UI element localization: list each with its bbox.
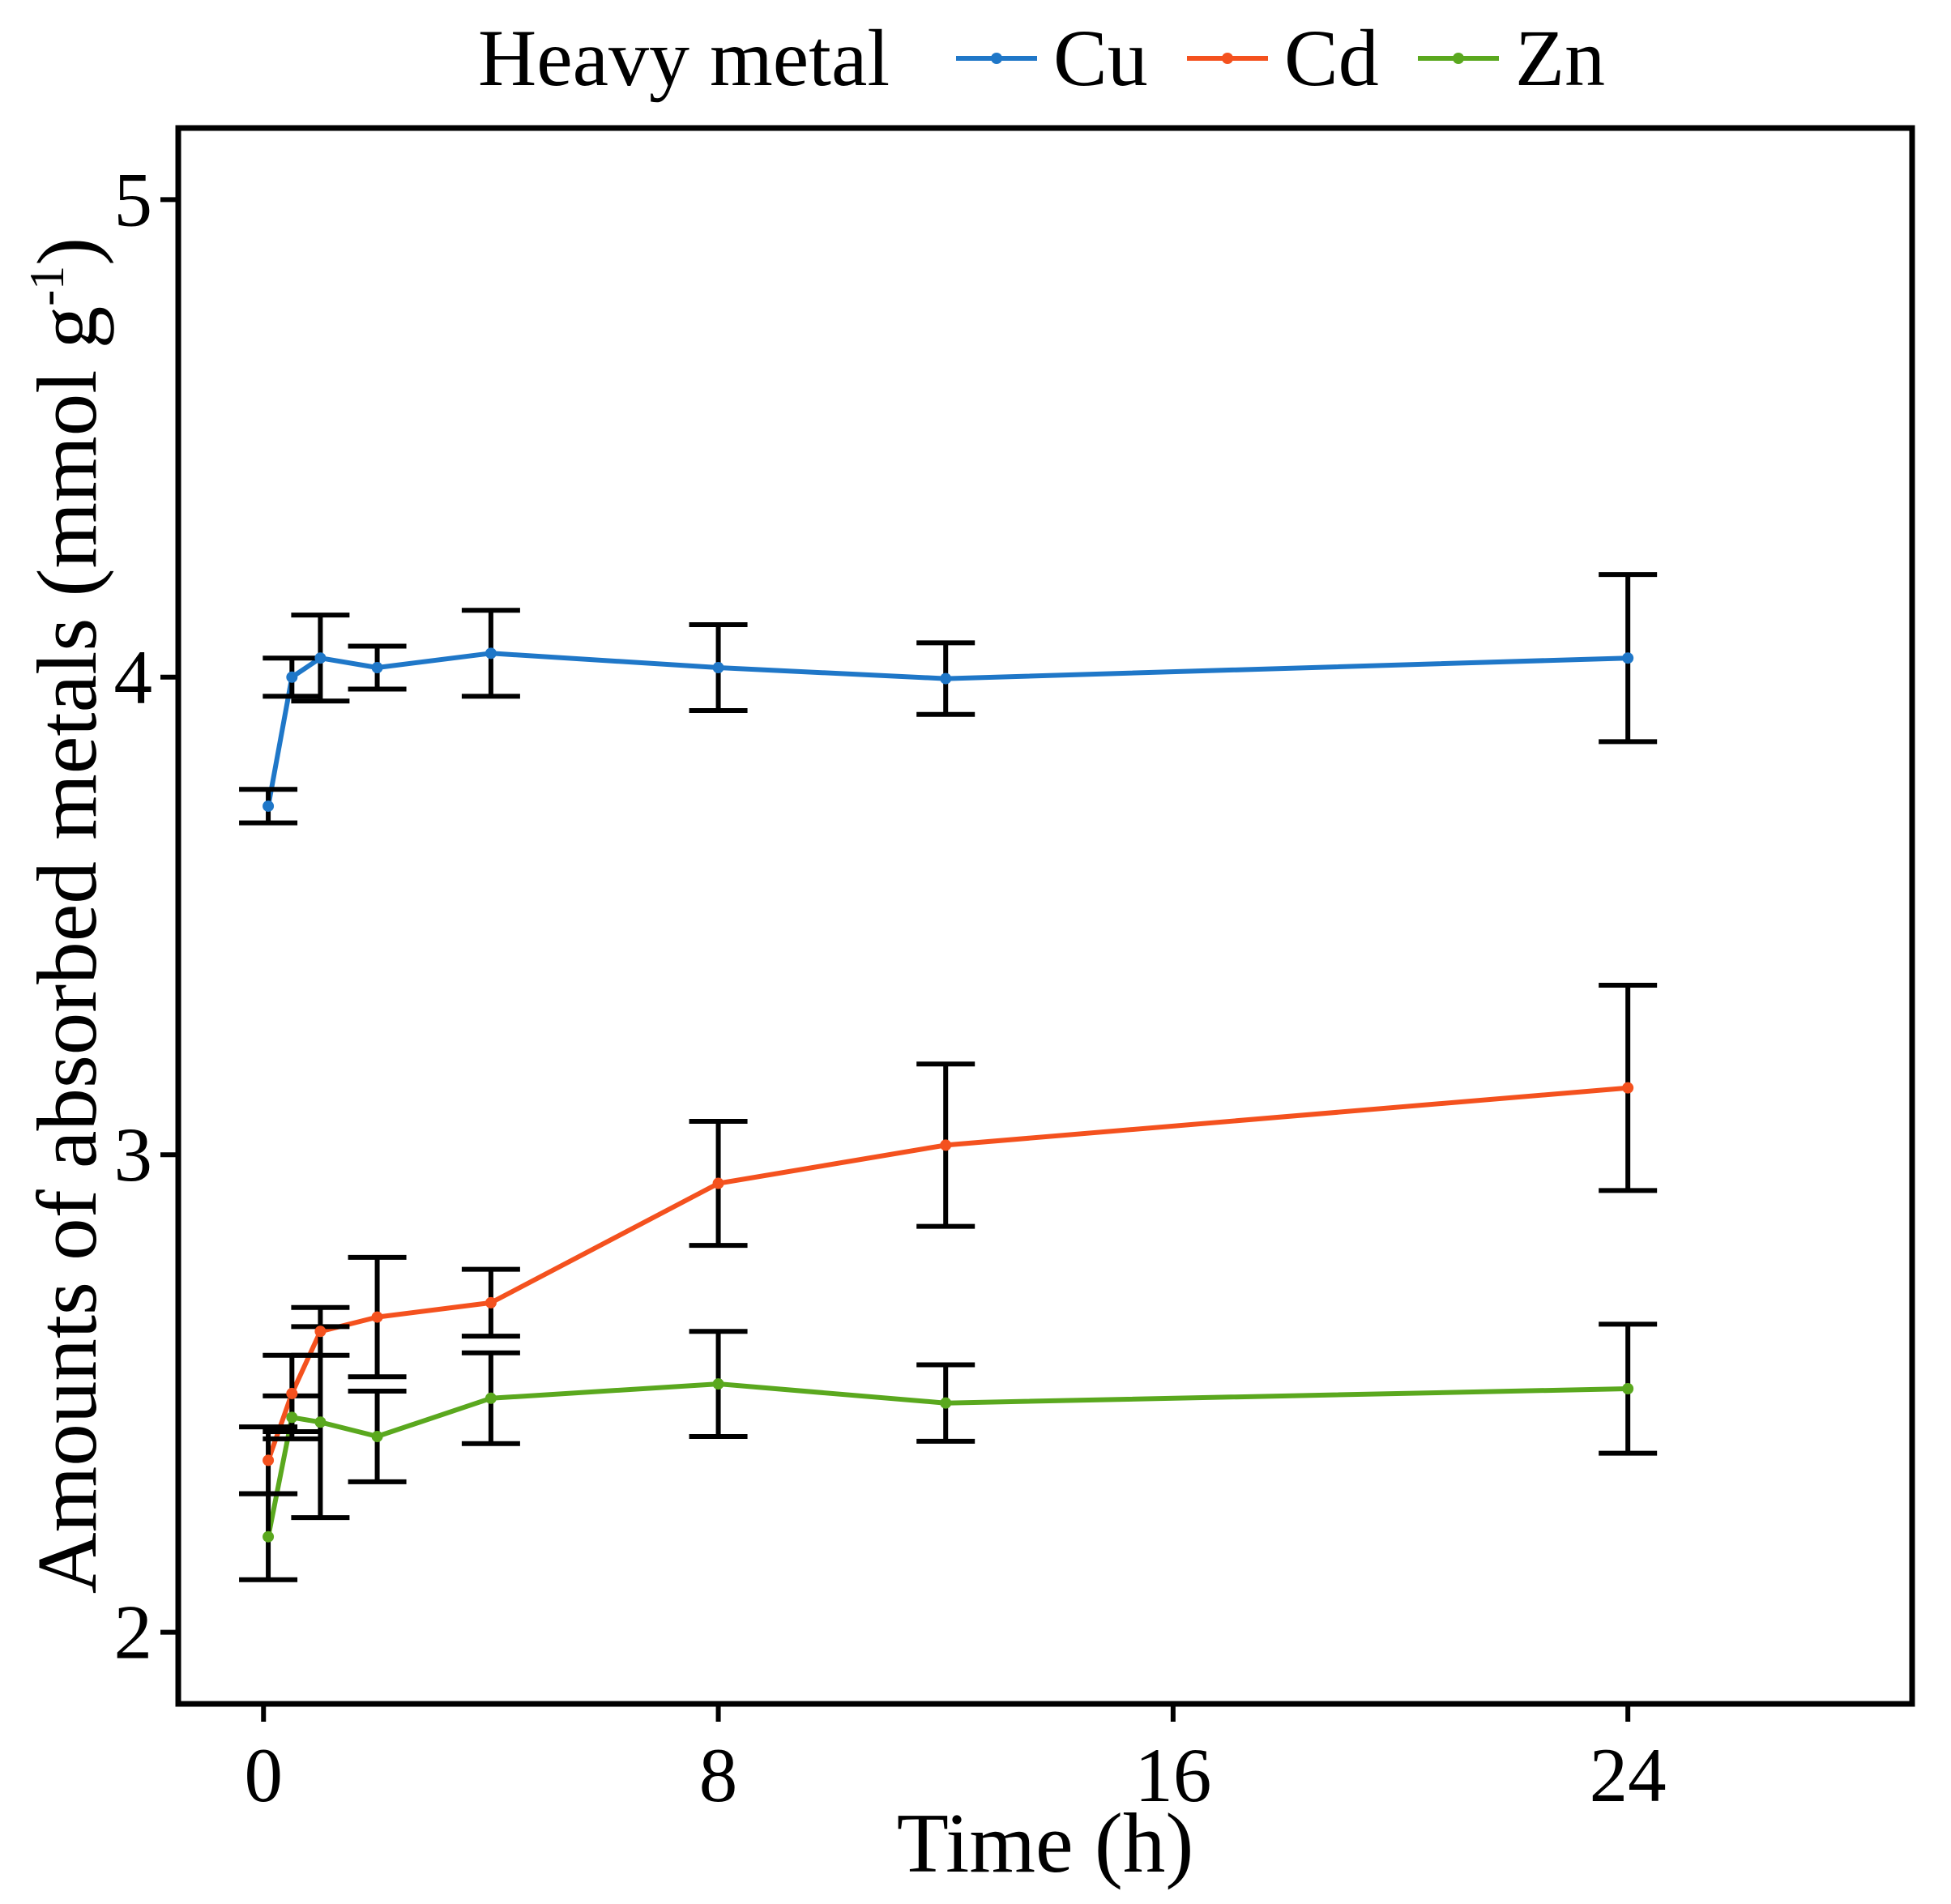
legend: Heavy metal Cu Cd Zn	[478, 13, 1605, 103]
data-point-cu	[371, 662, 383, 674]
data-point-cu	[314, 652, 327, 664]
y-axis-title-main: Amounts of absorbed metals (mmol g	[19, 306, 114, 1594]
data-point-zn	[1622, 1383, 1634, 1394]
data-point-cd	[263, 1454, 275, 1466]
data-point-cd	[314, 1326, 327, 1338]
y-axis-title: Amounts of absorbed metals (mmol g-1)	[19, 237, 114, 1594]
series-line-cd	[266, 1085, 1629, 1462]
data-point-zn	[485, 1392, 497, 1404]
data-point-cd	[940, 1139, 952, 1151]
x-tick-label: 16	[1134, 1732, 1211, 1818]
data-point-cd	[371, 1311, 383, 1323]
y-tick-label: 2	[114, 1590, 153, 1676]
y-axis: 2 3 4 5	[114, 156, 178, 1676]
data-point-cd	[712, 1177, 724, 1189]
x-tick-label: 8	[699, 1732, 738, 1818]
y-tick-label: 3	[114, 1112, 153, 1197]
legend-label-cd: Cd	[1284, 13, 1379, 103]
data-point-cd	[1622, 1082, 1634, 1094]
plot-panel	[175, 125, 1915, 1707]
series-line-cu	[266, 651, 1629, 807]
x-tick-label: 24	[1590, 1732, 1667, 1818]
data-point-cu	[286, 671, 298, 683]
legend-dot-cd	[1222, 53, 1233, 64]
y-axis-title-sup: -1	[20, 266, 74, 306]
data-point-cu	[940, 672, 952, 685]
x-tick-label: 0	[244, 1732, 283, 1818]
y-tick-label: 5	[114, 156, 153, 242]
legend-item-cu: Cu	[956, 13, 1148, 103]
data-point-cu	[1622, 652, 1634, 664]
data-point-zn	[286, 1411, 298, 1424]
legend-item-cd: Cd	[1187, 13, 1379, 103]
data-point-zn	[263, 1530, 275, 1543]
x-axis: 0 8 16 24	[244, 1704, 1667, 1818]
data-point-zn	[940, 1397, 952, 1409]
legend-label-cu: Cu	[1053, 13, 1148, 103]
legend-label-zn: Zn	[1515, 13, 1605, 103]
data-point-cd	[485, 1296, 497, 1308]
legend-dot-zn	[1453, 53, 1464, 64]
legend-item-zn: Zn	[1418, 13, 1605, 103]
data-point-cu	[712, 662, 724, 674]
data-point-zn	[314, 1416, 327, 1428]
data-point-zn	[712, 1378, 724, 1390]
data-point-cu	[263, 800, 275, 812]
data-point-zn	[371, 1430, 383, 1442]
x-axis-title: Time (h)	[897, 1795, 1194, 1890]
legend-dot-cu	[991, 53, 1002, 64]
y-axis-title-close: )	[19, 237, 114, 266]
legend-title: Heavy metal	[478, 13, 890, 103]
series-points	[263, 647, 1634, 1543]
data-point-cu	[485, 647, 497, 660]
error-bars	[239, 572, 1658, 1582]
y-tick-label: 4	[114, 634, 153, 720]
data-point-cd	[286, 1387, 298, 1399]
